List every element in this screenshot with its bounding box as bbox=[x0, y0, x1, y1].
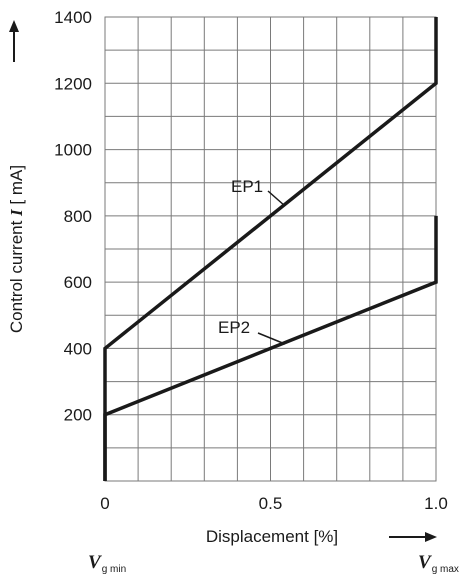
x-axis-label: Displacement [%] bbox=[206, 527, 338, 546]
y-tick-label: 600 bbox=[64, 273, 92, 292]
vg-min-label: Vg min bbox=[88, 552, 126, 575]
series-lines bbox=[103, 17, 438, 481]
vg-max-label: Vg max bbox=[418, 552, 459, 575]
y-tick-label: 200 bbox=[64, 406, 92, 425]
y-tick-label: 1200 bbox=[54, 74, 92, 93]
x-tick-label: 1.0 bbox=[424, 494, 448, 513]
series-line-ep2 bbox=[103, 215, 438, 481]
series-label-ep2: EP2 bbox=[218, 318, 250, 337]
y-tick-label: 1000 bbox=[54, 141, 92, 160]
y-axis-label: Control current I [ mA] bbox=[7, 165, 26, 333]
y-tick-labels: 200 400 600 800 1000 1200 1400 bbox=[54, 8, 92, 425]
series-labels: EP1 EP2 bbox=[218, 177, 286, 345]
series-label-leader-ep2 bbox=[257, 332, 286, 345]
x-tick-label: 0.5 bbox=[259, 494, 283, 513]
series-label-ep1: EP1 bbox=[231, 177, 263, 196]
y-tick-label: 400 bbox=[64, 339, 92, 358]
y-axis-arrow-icon bbox=[9, 20, 19, 62]
series-label-leader-ep1 bbox=[267, 190, 286, 207]
x-tick-labels: 0 0.5 1.0 bbox=[100, 494, 448, 513]
x-axis-arrow-icon bbox=[389, 532, 437, 542]
x-tick-label: 0 bbox=[100, 494, 109, 513]
grid bbox=[105, 17, 436, 481]
y-tick-label: 800 bbox=[64, 207, 92, 226]
y-tick-label: 1400 bbox=[54, 8, 92, 27]
